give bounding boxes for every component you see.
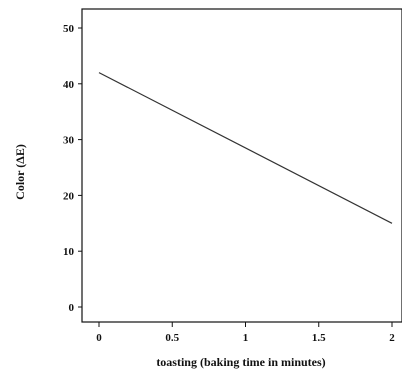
- x-tick-label: 0: [96, 332, 102, 344]
- series-line: [98, 72, 393, 224]
- x-tick-label: 1: [243, 332, 249, 344]
- y-axis-label: Color (ΔE): [13, 144, 27, 200]
- plot-frame: [81, 8, 402, 323]
- x-axis-label: toasting (baking time in minutes): [156, 355, 325, 369]
- y-axis: 0 10 20 30 40 50: [63, 23, 82, 314]
- x-tick-label: 1.5: [312, 332, 326, 344]
- x-tick-label: 0.5: [165, 332, 179, 344]
- y-tick-label: 50: [63, 23, 75, 35]
- y-tick-label: 40: [63, 79, 75, 91]
- y-tick-label: 0: [69, 302, 75, 314]
- series-layer: [98, 72, 393, 224]
- x-axis: 0 0.5 1 1.5 2: [96, 322, 395, 344]
- y-tick-label: 30: [63, 135, 75, 147]
- y-tick-label: 10: [63, 246, 75, 258]
- y-tick-label: 20: [63, 190, 75, 202]
- x-tick-label: 2: [389, 332, 395, 344]
